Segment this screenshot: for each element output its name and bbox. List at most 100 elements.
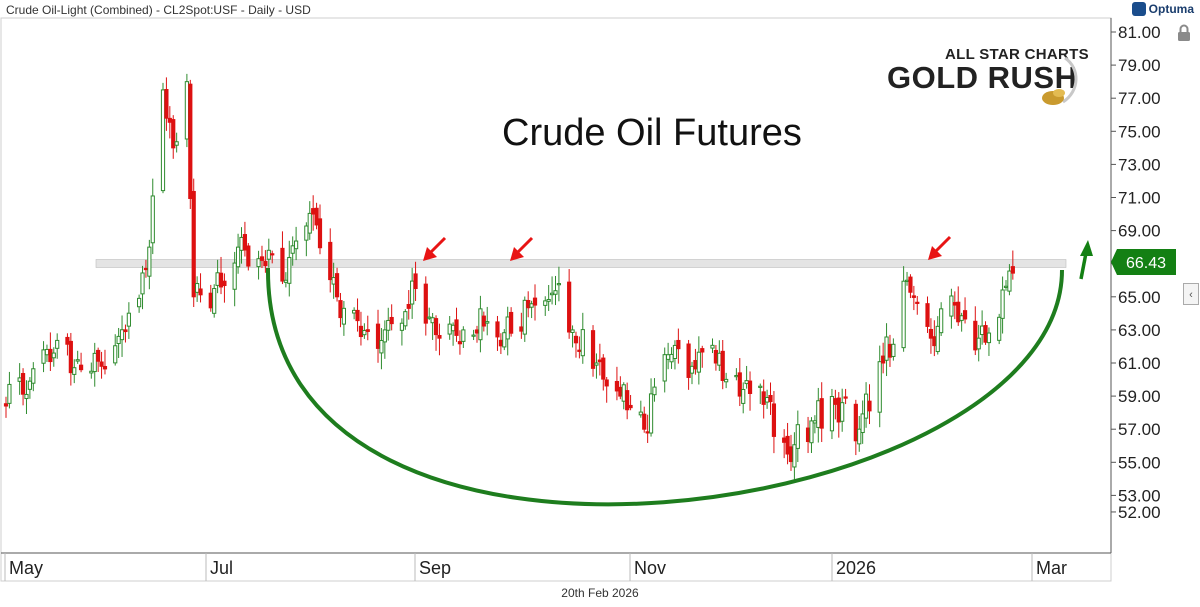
watermark-line1: ALL STAR CHARTS xyxy=(945,46,1089,63)
candle-body xyxy=(423,283,428,324)
resistance-test-arrow xyxy=(510,236,534,261)
candle-body xyxy=(724,378,729,383)
candle-body xyxy=(283,279,288,283)
candle-body xyxy=(672,344,678,360)
candle-body xyxy=(863,393,869,419)
candle-body xyxy=(877,361,882,413)
candle-body xyxy=(72,367,77,375)
candle-body xyxy=(256,258,261,268)
candle-body xyxy=(928,328,934,339)
lock-icon[interactable] xyxy=(1176,24,1192,42)
candle-body xyxy=(768,394,773,403)
candle-body xyxy=(997,316,1002,341)
candle-body xyxy=(123,329,128,333)
candle-body xyxy=(304,225,309,241)
optuma-brand: Optuma xyxy=(1131,2,1194,16)
candle-body xyxy=(481,315,486,327)
candle-body xyxy=(222,280,227,287)
candle-body xyxy=(577,349,582,352)
candle-body xyxy=(17,377,22,382)
candle-body xyxy=(604,379,609,387)
candle-body xyxy=(239,236,244,251)
optuma-logo-icon xyxy=(1131,2,1146,16)
candle-body xyxy=(925,303,930,327)
candle-body xyxy=(195,283,200,293)
candle-body xyxy=(983,325,988,343)
candle-body xyxy=(485,321,490,324)
candle-body xyxy=(737,372,742,397)
candle-body xyxy=(556,283,562,286)
candle-body xyxy=(430,317,435,324)
candle-body xyxy=(215,272,220,286)
candle-body xyxy=(590,330,596,369)
candle-body xyxy=(126,312,131,327)
candle-body xyxy=(51,352,56,359)
candle-body xyxy=(113,345,118,364)
candle-body xyxy=(266,249,271,260)
candle-body xyxy=(625,390,630,411)
collapse-panel-button[interactable]: ‹ xyxy=(1183,283,1199,305)
candle-body xyxy=(198,288,203,296)
candle-body xyxy=(290,245,295,254)
y-tick-label: 65.00 xyxy=(1118,288,1161,307)
candle-body xyxy=(908,276,913,293)
footer-date: 20th Feb 2026 xyxy=(561,586,639,600)
candle-body xyxy=(358,325,364,338)
candle-body xyxy=(89,370,94,374)
candle-body xyxy=(758,385,763,388)
candle-body xyxy=(860,413,865,434)
candle-body xyxy=(24,393,29,400)
candle-body xyxy=(580,329,585,357)
candle-body xyxy=(188,83,193,199)
y-tick-label: 81.00 xyxy=(1118,23,1161,42)
candle-body xyxy=(212,288,217,314)
candle-body xyxy=(717,352,722,366)
candle-body xyxy=(618,386,623,397)
candle-body xyxy=(191,190,196,298)
candle-body xyxy=(884,336,889,361)
candle-body xyxy=(911,295,916,298)
resistance-band xyxy=(95,259,1067,268)
candle-body xyxy=(522,299,527,335)
candle-body xyxy=(1010,266,1015,274)
candle-body xyxy=(31,368,36,384)
candle-body xyxy=(628,404,633,409)
candle-body xyxy=(662,354,667,382)
candle-body xyxy=(171,119,176,149)
candle-body xyxy=(1003,285,1009,288)
x-axis: May Jul Sep Nov 2026 Mar xyxy=(4,553,1067,581)
instrument-header: Crude Oil-Light (Combined) - CL2Spot:USF… xyxy=(6,3,311,17)
candle-body xyxy=(307,212,312,234)
candle-body xyxy=(689,365,695,374)
candle-body xyxy=(413,273,418,290)
candle-body xyxy=(764,397,770,403)
breakout-arrow xyxy=(1079,240,1093,280)
gold-rush-watermark: ALL STAR CHARTS GOLD RUSH xyxy=(885,46,1095,116)
brand-label: Optuma xyxy=(1148,2,1194,16)
candle-body xyxy=(164,89,169,119)
resistance-test-arrow xyxy=(423,236,447,261)
candle-body xyxy=(437,335,442,339)
candle-body xyxy=(952,302,957,306)
candle-body xyxy=(65,336,70,345)
candle-body xyxy=(792,444,797,468)
candle-body xyxy=(840,402,845,422)
y-tick-label: 55.00 xyxy=(1118,453,1161,472)
candle-body xyxy=(843,396,848,399)
candle-body xyxy=(259,256,265,261)
candle-body xyxy=(96,349,101,362)
candle-body xyxy=(829,396,835,432)
candle-body xyxy=(143,267,149,271)
candle-body xyxy=(648,393,654,434)
candle-body xyxy=(270,253,275,256)
candle-body xyxy=(904,279,910,282)
candle-body xyxy=(294,240,299,250)
y-tick-label: 57.00 xyxy=(1118,420,1161,439)
candle-body xyxy=(68,340,73,374)
candle-body xyxy=(44,348,50,356)
candle-body xyxy=(403,311,408,327)
candle-body xyxy=(331,277,336,285)
candle-body xyxy=(334,273,340,298)
candle-body xyxy=(99,361,104,367)
candle-body xyxy=(887,343,893,358)
